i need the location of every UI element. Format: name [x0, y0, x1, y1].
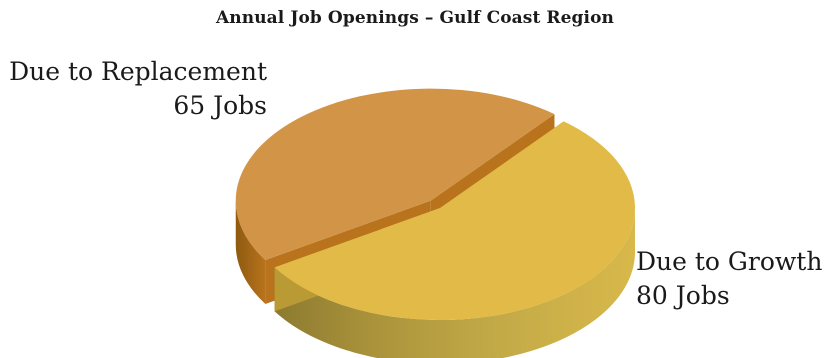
slice-label-replacement: Due to Replacement 65 Jobs	[9, 55, 267, 123]
chart-title: Annual Job Openings – Gulf Coast Region	[215, 8, 614, 28]
pie-slice-side-due-to-growth	[274, 208, 635, 358]
pie-slice-due-to-growth	[274, 121, 636, 358]
slice-label-growth-value: 80 Jobs	[636, 281, 730, 310]
slice-label-replacement-value: 65 Jobs	[173, 91, 267, 120]
pie-slice-top-due-to-replacement	[235, 88, 555, 260]
slice-label-replacement-name: Due to Replacement	[9, 57, 267, 86]
pie-slice-top-due-to-growth	[274, 121, 636, 321]
slice-label-growth-name: Due to Growth	[636, 247, 823, 276]
slice-label-growth: Due to Growth 80 Jobs	[636, 245, 822, 313]
pie-slice-side-due-to-replacement	[235, 200, 266, 304]
